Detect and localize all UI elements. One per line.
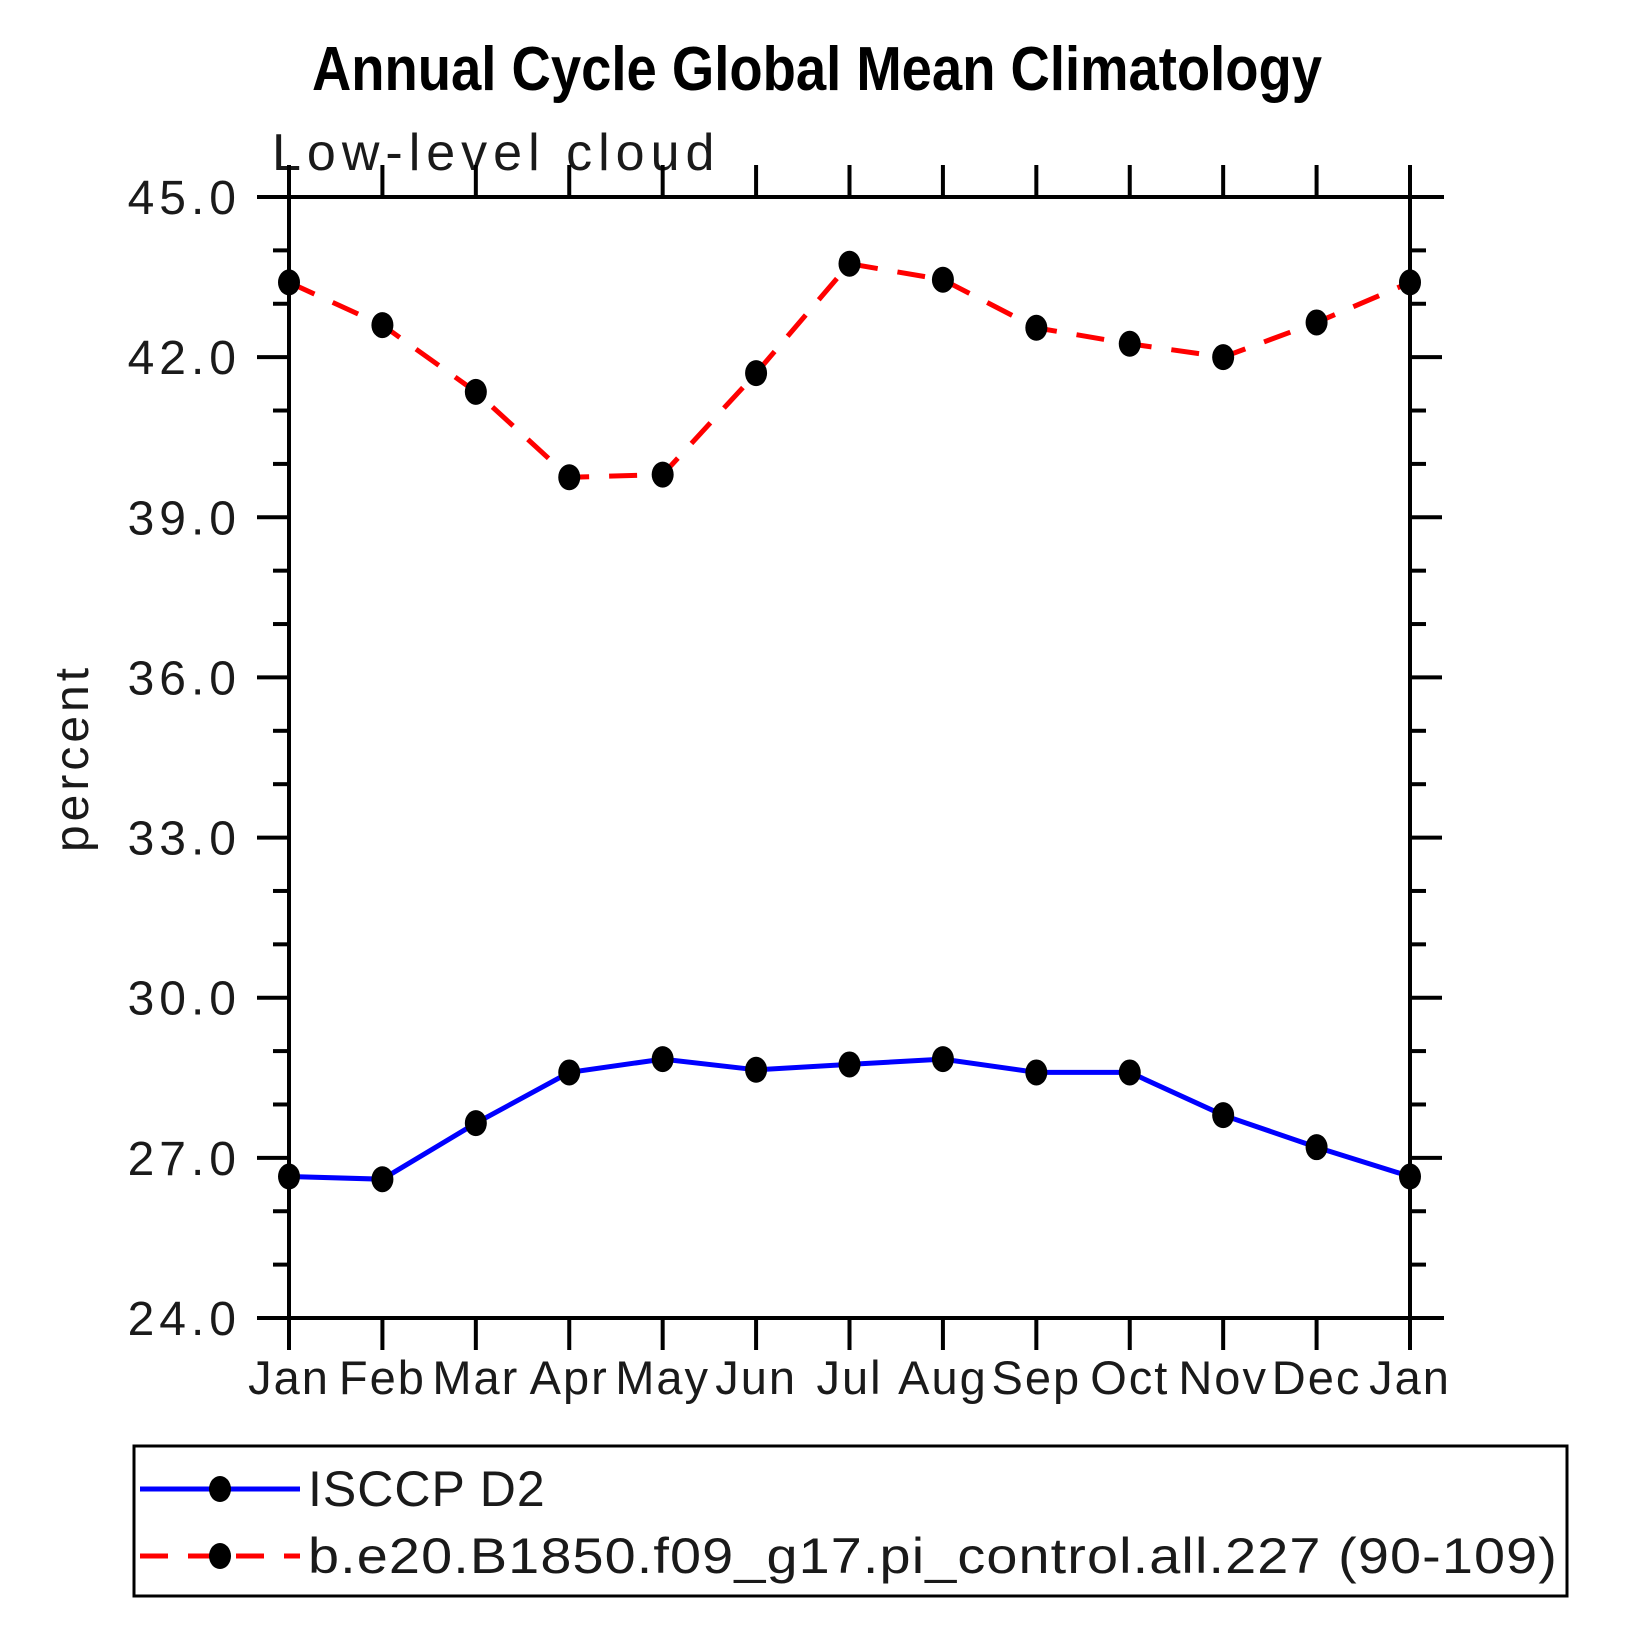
x-axis-month-label: Mar — [432, 1351, 519, 1404]
legend-box — [132, 1444, 1569, 1598]
data-point-marker — [558, 1059, 581, 1086]
data-point-marker — [931, 266, 954, 293]
x-axis-month-label: Jun — [715, 1351, 797, 1404]
x-axis-month-label: Apr — [530, 1351, 609, 1404]
axes: Jan Feb Mar Apr May Jun Jul Aug Sep Oct Nov Dec Jan2… — [128, 165, 1451, 1404]
chart-title: Annual Cycle Global Mean Climatology — [312, 35, 1322, 104]
data-point-marker — [1212, 344, 1235, 371]
legend: ISCCP D2 b.e20.B1850.f09_g17.pi_control.a… — [132, 1444, 1569, 1598]
y-axis-tick-label: 42.0 — [128, 332, 241, 385]
x-axis-month-label: May — [615, 1351, 710, 1404]
data-point-marker — [745, 1056, 768, 1083]
data-point-marker — [931, 1046, 954, 1073]
x-axis-month-label: Feb — [339, 1351, 426, 1404]
data-point-marker — [278, 1163, 300, 1190]
x-axis-month-label: Aug — [898, 1351, 988, 1404]
data-point-marker — [1305, 1134, 1328, 1161]
data-point-marker — [464, 378, 487, 405]
y-axis-tick-label: 27.0 — [128, 1133, 241, 1186]
data-point-marker — [1399, 1163, 1421, 1190]
x-axis-month-label: Sep — [992, 1351, 1082, 1404]
data-point-marker — [1118, 330, 1141, 357]
data-point-marker — [1118, 1059, 1141, 1086]
data-point-marker — [1025, 314, 1048, 341]
y-axis-tick-label: 45.0 — [128, 172, 241, 225]
data-point-marker — [1025, 1059, 1048, 1086]
y-axis-tick-label: 24.0 — [128, 1293, 241, 1346]
x-axis-month-label: Jan — [248, 1351, 330, 1404]
data-point-marker — [464, 1110, 487, 1137]
legend-label-1: b.e20.B1850.f09_g17.pi_control.all.227 (… — [308, 1528, 1558, 1584]
legend-label-0: ISCCP D2 — [308, 1461, 546, 1517]
data-point-marker — [558, 464, 581, 491]
data-point-marker — [651, 1046, 674, 1073]
data-point-marker — [1212, 1102, 1235, 1129]
data-point-marker — [371, 312, 394, 339]
x-axis-month-label: Oct — [1090, 1351, 1169, 1404]
x-axis-month-label: Nov — [1178, 1351, 1268, 1404]
y-axis-tick-label: 36.0 — [128, 652, 241, 705]
data-point-marker — [838, 250, 861, 277]
x-axis-month-label: Dec — [1272, 1351, 1362, 1404]
y-axis-label: percent — [46, 664, 99, 852]
data-point-marker — [1399, 269, 1421, 296]
series-line-1 — [287, 260, 1411, 480]
data-point-marker — [1305, 309, 1328, 336]
y-axis-tick-label: 33.0 — [128, 813, 241, 866]
data-point-marker — [745, 360, 768, 387]
legend-swatch-marker-1 — [209, 1543, 231, 1569]
chart-subtitle: Low-level cloud — [272, 124, 720, 182]
y-axis-tick-label: 39.0 — [128, 492, 241, 545]
x-axis-month-label: Jan — [1369, 1351, 1451, 1404]
x-axis-month-label: Jul — [816, 1351, 882, 1404]
data-point-marker — [838, 1051, 861, 1078]
legend-swatch-marker-0 — [209, 1476, 231, 1502]
data-point-marker — [371, 1166, 394, 1193]
data-point-marker — [651, 461, 674, 488]
series-group — [278, 250, 1421, 1193]
data-point-marker — [278, 269, 300, 296]
y-axis-tick-label: 30.0 — [128, 973, 241, 1026]
